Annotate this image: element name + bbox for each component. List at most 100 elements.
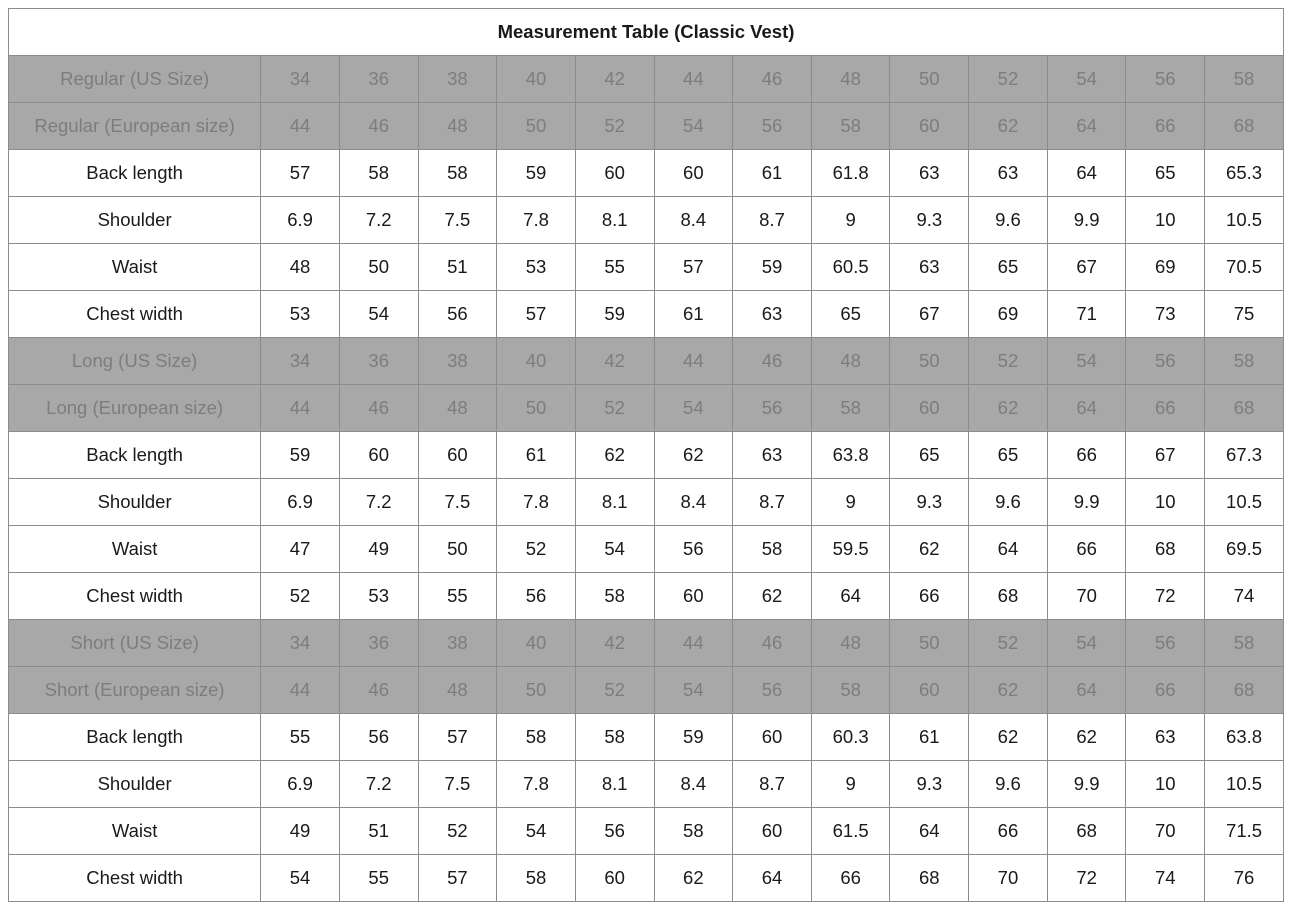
table-cell: 54: [574, 525, 655, 573]
table-cell: 58: [574, 572, 655, 620]
table-cell: 74: [1204, 572, 1284, 620]
table-cell: 76: [1204, 854, 1284, 902]
table-cell: 40: [496, 619, 576, 667]
table-cell: 8.1: [574, 478, 655, 526]
table-cell: 52: [968, 55, 1048, 103]
table-cell: 50: [496, 384, 576, 432]
table-cell: 34: [260, 55, 340, 103]
table-row: Waist 48 50 51 53 55 57 59 60.5 63 65 67 69 70.5: [7, 243, 1284, 291]
table-cell: 9.3: [889, 760, 970, 808]
table-cell: 62: [574, 431, 655, 479]
table-cell: 67: [889, 290, 970, 338]
table-cell: 55: [574, 243, 655, 291]
table-cell: 58: [496, 854, 576, 902]
table-cell: 46: [732, 55, 812, 103]
table-cell: 60: [574, 854, 655, 902]
table-row: Waist 49 51 52 54 56 58 60 61.5 64 66 68 70 71.5: [7, 807, 1284, 855]
table-cell: 60: [653, 572, 734, 620]
table-cell: 50: [496, 666, 576, 714]
table-cell: 59: [574, 290, 655, 338]
table-cell: 52: [574, 666, 655, 714]
table-cell: 67: [1125, 431, 1206, 479]
table-cell: 44: [653, 337, 734, 385]
table-cell: 66: [1046, 431, 1127, 479]
table-cell: 44: [653, 619, 734, 667]
table-cell: 66: [1046, 525, 1127, 573]
table-cell: 7.8: [496, 196, 576, 244]
table-cell: 61: [496, 431, 576, 479]
table-cell: 8.4: [653, 478, 734, 526]
table-row: Back length 59 60 60 61 62 62 63 63.8 65 65 66 67 67.…: [7, 431, 1284, 479]
table-cell: 8.7: [732, 478, 812, 526]
table-cell: 67: [1046, 243, 1127, 291]
table-cell: 55: [417, 572, 498, 620]
table-cell: 58: [1204, 619, 1284, 667]
table-cell: 56: [417, 290, 498, 338]
table-cell: 44: [260, 666, 340, 714]
table-cell: 54: [653, 102, 734, 150]
table-cell: 69.5: [1204, 525, 1284, 573]
table-cell: 71: [1046, 290, 1127, 338]
table-cell: 59: [653, 713, 734, 761]
table-cell: 57: [417, 713, 498, 761]
table-cell: 62: [732, 572, 812, 620]
table-cell: 56: [1125, 619, 1206, 667]
table-cell: 54: [1046, 619, 1127, 667]
table-cell: 71.5: [1204, 807, 1284, 855]
table-cell: 49: [260, 807, 340, 855]
row-label: Long (US Size): [7, 337, 262, 385]
table-cell: 61.5: [810, 807, 891, 855]
table-cell: 57: [653, 243, 734, 291]
table-cell: 56: [496, 572, 576, 620]
table-cell: 65: [1125, 149, 1206, 197]
table-cell: 70: [1046, 572, 1127, 620]
table-cell: 54: [653, 384, 734, 432]
table-cell: 44: [260, 384, 340, 432]
table-cell: 50: [338, 243, 419, 291]
table-cell: 8.7: [732, 196, 812, 244]
table-cell: 73: [1125, 290, 1206, 338]
table-cell: 42: [574, 337, 655, 385]
table-cell: 64: [1046, 102, 1127, 150]
table-cell: 69: [1125, 243, 1206, 291]
table-cell: 47: [260, 525, 340, 573]
table-cell: 9.6: [968, 196, 1048, 244]
table-cell: 64: [1046, 666, 1127, 714]
table-cell: 64: [1046, 384, 1127, 432]
table-cell: 40: [496, 55, 576, 103]
row-label: Back length: [7, 713, 262, 761]
table-row: Shoulder 6.9 7.2 7.5 7.8 8.1 8.4 8.7 9 9.3 9.6 9.9 1…: [7, 478, 1284, 526]
table-cell: 72: [1046, 854, 1127, 902]
table-cell: 57: [260, 149, 340, 197]
table-cell: 38: [417, 55, 498, 103]
table-cell: 7.5: [417, 196, 498, 244]
row-label: Waist: [7, 243, 262, 291]
table-cell: 64: [889, 807, 970, 855]
table-cell: 61: [653, 290, 734, 338]
table-cell: 66: [968, 807, 1048, 855]
table-row: Shoulder 6.9 7.2 7.5 7.8 8.1 8.4 8.7 9 9.3 9.6 9.9 1…: [7, 196, 1284, 244]
table-cell: 56: [338, 713, 419, 761]
table-cell: 63: [732, 431, 812, 479]
row-label: Short (US Size): [7, 619, 262, 667]
table-cell: 60: [653, 149, 734, 197]
table-cell: 60: [732, 713, 812, 761]
table-cell: 52: [968, 337, 1048, 385]
table-cell: 58: [417, 149, 498, 197]
table-cell: 60: [338, 431, 419, 479]
table-row: Back length 55 56 57 58 58 59 60 60.3 61 62 62 63 63.…: [7, 713, 1284, 761]
table-cell: 7.8: [496, 478, 576, 526]
table-cell: 65: [968, 431, 1048, 479]
table-cell: 68: [889, 854, 970, 902]
table-cell: 59: [496, 149, 576, 197]
row-label: Regular (European size): [7, 102, 262, 150]
table-cell: 55: [338, 854, 419, 902]
table-cell: 10: [1125, 196, 1206, 244]
table-row: Long (US Size) 34 36 38 40 42 44 46 48 50 52 54 56 58: [7, 337, 1284, 385]
table-cell: 48: [417, 666, 498, 714]
table-row: Short (European size) 44 46 48 50 52 54 56 58 60 6…: [7, 666, 1284, 714]
table-cell: 56: [732, 384, 812, 432]
table-cell: 64: [732, 854, 812, 902]
table-cell: 57: [417, 854, 498, 902]
